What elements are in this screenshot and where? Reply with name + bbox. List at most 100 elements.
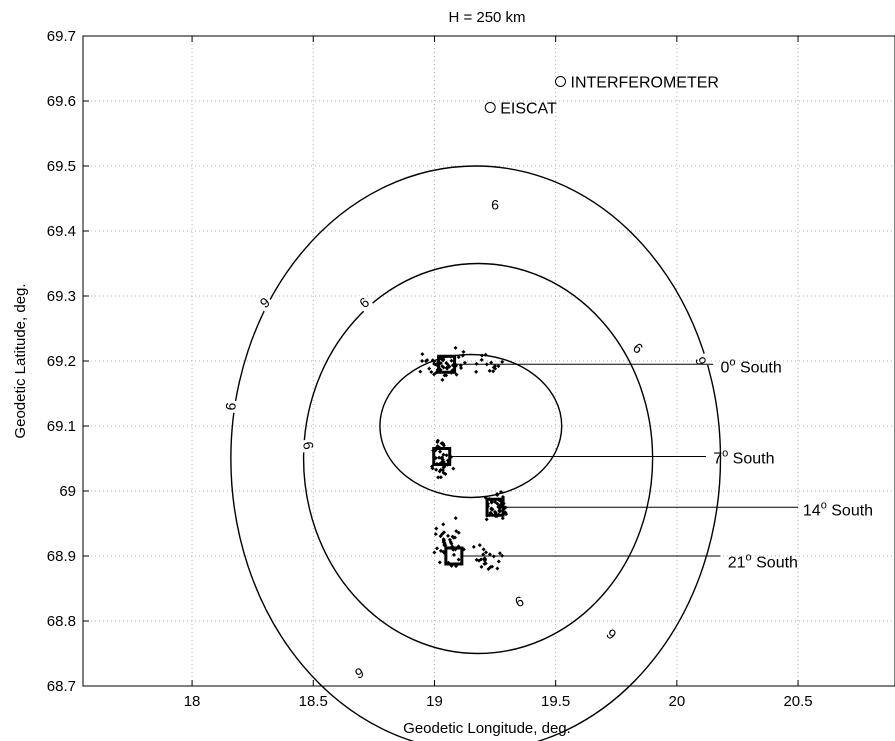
scatter-point bbox=[495, 492, 500, 497]
y-tick-label: 68.8 bbox=[47, 613, 76, 630]
scatter-point bbox=[441, 443, 446, 448]
scatter-point bbox=[441, 522, 446, 527]
scatter-point bbox=[437, 469, 442, 474]
x-tick-label: 20.5 bbox=[783, 693, 812, 710]
contour-level-3 bbox=[379, 353, 563, 499]
contour-label-bg bbox=[691, 352, 711, 370]
scatter-point bbox=[496, 364, 501, 369]
scatter-point bbox=[432, 359, 437, 364]
scatter-point bbox=[425, 358, 430, 363]
station-marker bbox=[555, 76, 567, 87]
contour-label-bg bbox=[299, 438, 318, 453]
scatter-point bbox=[477, 543, 482, 548]
scatter-point bbox=[474, 557, 479, 562]
scatter-point bbox=[491, 365, 496, 370]
scatter-point bbox=[497, 505, 502, 510]
scatter-point bbox=[456, 355, 461, 360]
y-axis-label: Geodetic Latitude, deg. bbox=[12, 283, 29, 438]
scatter-point bbox=[438, 449, 443, 454]
scatter-point bbox=[456, 557, 461, 562]
scatter-point bbox=[440, 468, 445, 473]
scatter-point bbox=[456, 530, 461, 535]
scatter-point bbox=[487, 552, 492, 557]
scatter-point bbox=[479, 357, 484, 362]
scatter-point bbox=[450, 534, 455, 539]
scatter-point bbox=[459, 366, 464, 371]
contour-label: 9 bbox=[491, 197, 499, 213]
scatter-point bbox=[418, 369, 423, 374]
scatter-point bbox=[440, 358, 445, 363]
station-label: EISCAT bbox=[500, 101, 557, 118]
scatter-point bbox=[495, 566, 500, 571]
scatter-point bbox=[442, 542, 447, 547]
scatter-point bbox=[434, 467, 439, 472]
contour-label: 6 bbox=[300, 440, 317, 451]
scatter-point bbox=[499, 489, 504, 494]
marker-label: 21o South bbox=[728, 552, 798, 572]
scatter-point bbox=[481, 547, 486, 552]
contour-label-bg bbox=[489, 197, 502, 213]
scatter-point bbox=[462, 360, 467, 365]
station-label: INTERFEROMETER bbox=[571, 75, 719, 92]
scatter-point bbox=[479, 353, 484, 358]
x-tick-label: 18 bbox=[184, 693, 201, 710]
marker-square bbox=[444, 546, 464, 566]
scatter-point bbox=[437, 455, 442, 460]
x-tick-label: 19 bbox=[426, 693, 443, 710]
y-tick-label: 69.5 bbox=[47, 158, 76, 175]
scatter-point bbox=[430, 466, 435, 471]
scatter-point bbox=[438, 534, 443, 539]
scatter-point bbox=[489, 507, 494, 512]
x-tick-label: 20 bbox=[669, 693, 686, 710]
scatter-point bbox=[439, 456, 444, 461]
scatter-point bbox=[444, 453, 449, 458]
scatter-point bbox=[442, 530, 447, 535]
scatter-point bbox=[500, 359, 505, 364]
contour-level-6 bbox=[302, 262, 654, 655]
contour-label-bg bbox=[350, 663, 369, 683]
marker-label: 7o South bbox=[713, 448, 774, 468]
scatter-point bbox=[449, 358, 454, 363]
y-tick-label: 68.7 bbox=[47, 678, 76, 695]
marker-square bbox=[485, 497, 505, 517]
scatter-point bbox=[490, 564, 495, 569]
scatter-point bbox=[435, 438, 440, 443]
scatter-point bbox=[500, 516, 505, 521]
contour-label-bg bbox=[510, 591, 529, 612]
scatter-point bbox=[433, 532, 438, 537]
station-marker bbox=[484, 102, 496, 113]
contour-label-bg bbox=[354, 292, 374, 313]
scatter-point bbox=[504, 512, 509, 517]
scatter-point bbox=[484, 517, 489, 522]
scatter-point bbox=[474, 369, 479, 374]
scatter-point bbox=[479, 557, 484, 562]
scatter-point bbox=[434, 526, 439, 531]
scatter-point bbox=[444, 360, 449, 365]
scatter-point bbox=[434, 546, 439, 551]
marker-label: 14o South bbox=[803, 500, 873, 520]
scatter-point bbox=[444, 365, 449, 370]
scatter-point bbox=[454, 529, 459, 534]
scatter-point bbox=[460, 353, 465, 358]
scatter-point bbox=[489, 360, 494, 365]
scatter-point bbox=[482, 558, 487, 563]
chart-title: H = 250 km bbox=[448, 9, 525, 26]
scatter-point bbox=[436, 475, 441, 480]
y-tick-label: 69.6 bbox=[47, 93, 76, 110]
scatter-point bbox=[483, 550, 488, 555]
y-tick-label: 69.7 bbox=[47, 28, 76, 45]
scatter-point bbox=[451, 552, 456, 557]
scatter-point bbox=[420, 352, 425, 357]
scatter-point bbox=[453, 345, 458, 350]
scatter-point bbox=[479, 564, 484, 569]
scatter-point bbox=[497, 508, 502, 513]
y-tick-label: 69.2 bbox=[47, 353, 76, 370]
scatter-point bbox=[446, 533, 451, 538]
scatter-point bbox=[438, 548, 443, 553]
scatter-point bbox=[471, 544, 476, 549]
contour-label-bg bbox=[255, 292, 275, 313]
scatter-point bbox=[443, 472, 448, 477]
marker-square bbox=[437, 354, 457, 374]
contour-label: 9 bbox=[223, 402, 240, 411]
y-tick-label: 69 bbox=[59, 483, 76, 500]
